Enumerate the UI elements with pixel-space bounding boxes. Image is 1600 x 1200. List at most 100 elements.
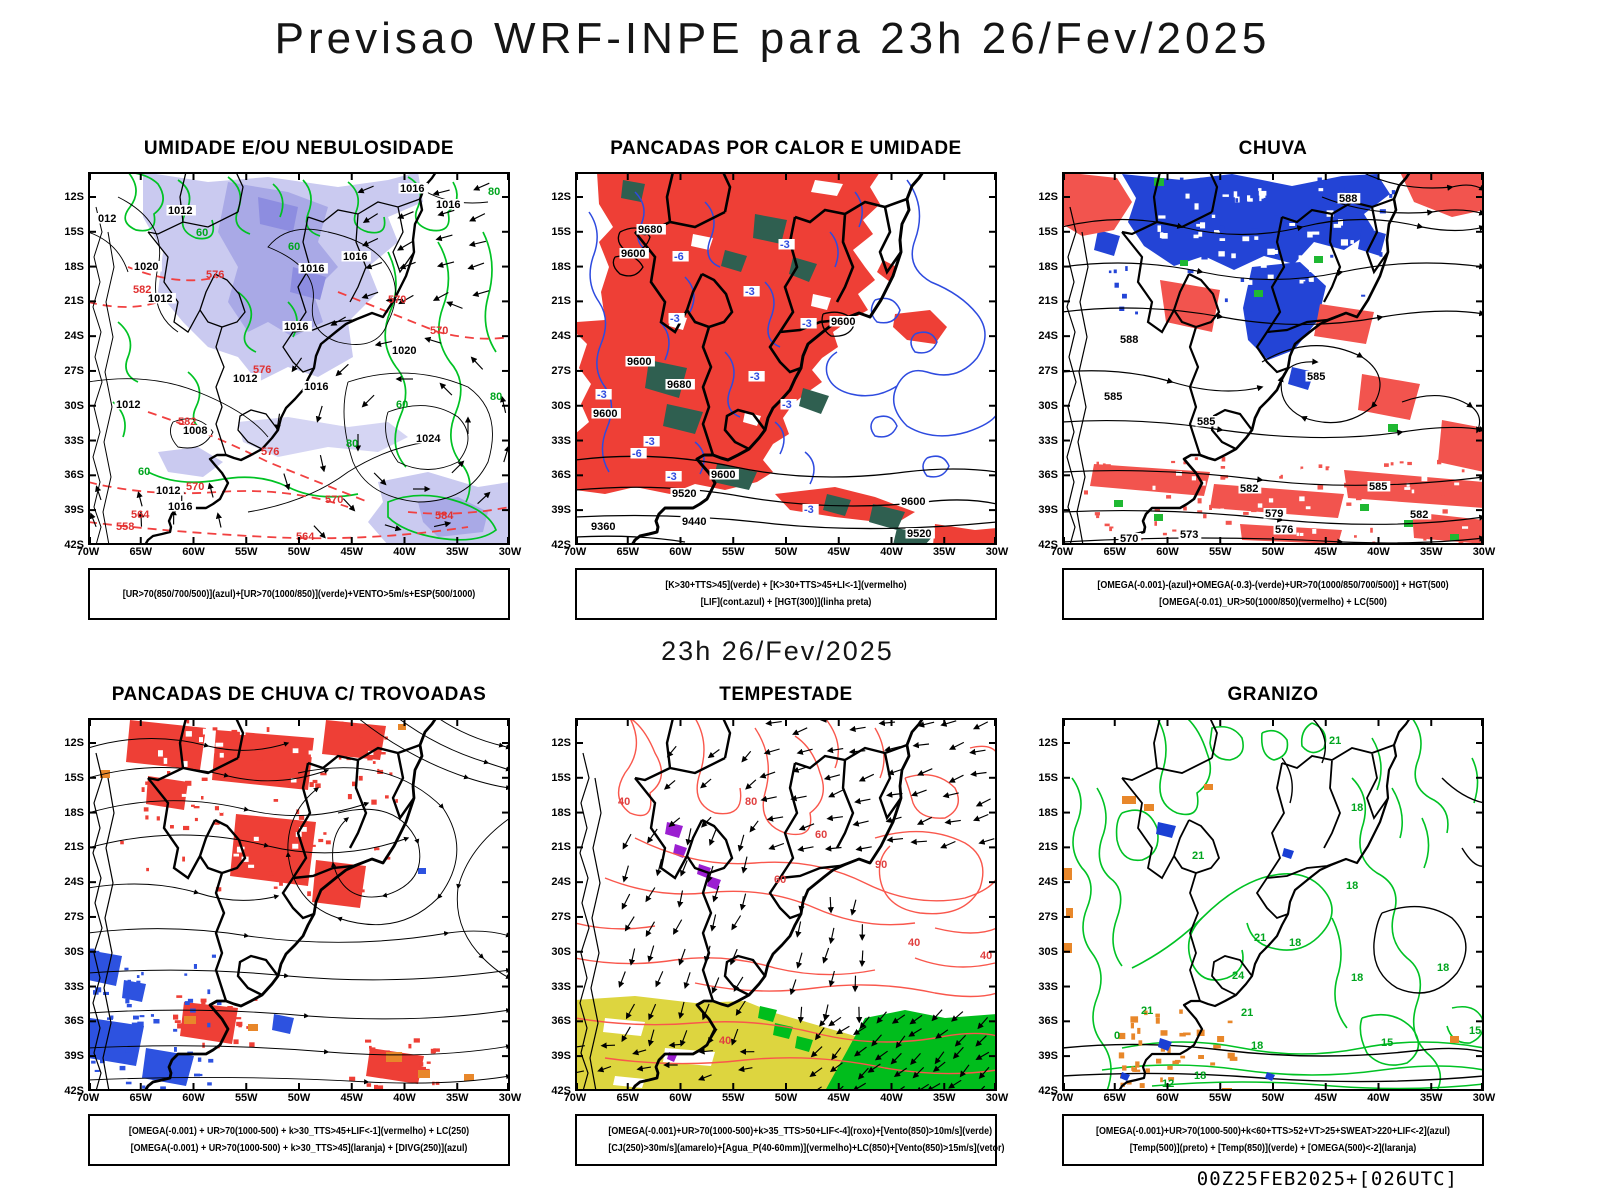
lon-tick-label: 60W xyxy=(182,546,205,558)
svg-text:24: 24 xyxy=(1232,970,1245,982)
svg-text:60: 60 xyxy=(774,874,786,886)
contour-labels: 1012 012 1020 1012 1016 1016 1016 1016 1016 1020 1… xyxy=(96,183,502,543)
lat-tick-label: 39S xyxy=(64,1050,84,1063)
caption-box: [OMEGA(-0.001)+UR>70(1000-500)+k<60+TTS>… xyxy=(1062,1114,1484,1166)
svg-text:60: 60 xyxy=(288,241,300,253)
svg-text:9440: 9440 xyxy=(682,516,706,528)
svg-text:573: 573 xyxy=(1180,529,1198,541)
lat-tick-label: 33S xyxy=(1038,980,1058,993)
svg-text:15: 15 xyxy=(1469,1025,1481,1037)
svg-text:-6: -6 xyxy=(632,448,642,460)
lon-tick-label: 30W xyxy=(985,1092,1009,1104)
lon-tick-label: 60W xyxy=(182,1092,205,1104)
lat-tick-label: 12S xyxy=(551,737,571,749)
svg-text:9360: 9360 xyxy=(591,521,615,533)
temp500-black-contours xyxy=(1062,718,1484,1083)
svg-text:18: 18 xyxy=(1437,962,1449,974)
svg-text:21: 21 xyxy=(1241,1007,1253,1019)
panel-title: CHUVA xyxy=(1238,138,1308,159)
lat-tick-label: 42S xyxy=(64,1084,84,1097)
lat-tick-label: 30S xyxy=(1038,945,1058,958)
svg-text:585: 585 xyxy=(1104,391,1122,403)
lat-tick-label: 24S xyxy=(1038,876,1058,889)
svg-text:18: 18 xyxy=(1346,880,1358,892)
caption-box: [OMEGA(-0.001)+UR>70(1000-500)+k>35_TTS>… xyxy=(575,1114,1004,1166)
caption-box: [K>30+TTS>45](verde) + [K>30+TTS>45+LI<-… xyxy=(575,568,997,620)
svg-text:9600: 9600 xyxy=(711,469,735,481)
streamlines xyxy=(1062,172,1484,545)
contour-labels: 211821182118241821211815181201518 xyxy=(1114,735,1481,1090)
svg-text:40: 40 xyxy=(719,1035,731,1047)
lon-axis: 70W 65W 60W 55W 50W 45W 40W 35W 30W xyxy=(1051,1091,1496,1107)
svg-text:576: 576 xyxy=(261,446,279,458)
svg-text:0: 0 xyxy=(1114,1030,1120,1042)
svg-text:576: 576 xyxy=(1275,524,1293,536)
lat-tick-label: 15S xyxy=(1038,225,1058,238)
lon-tick-label: 65W xyxy=(616,546,640,558)
lon-tick-label: 65W xyxy=(129,546,153,558)
svg-text:570: 570 xyxy=(1120,533,1138,545)
lat-tick-label: 21S xyxy=(64,295,84,308)
andes-lines xyxy=(92,206,115,545)
green-humidity-contours xyxy=(112,172,498,541)
lon-tick-label: 70W xyxy=(563,1092,587,1104)
lon-axis: 70W 65W 60W 55W 50W 45W 40W 35W 30W xyxy=(564,1091,1009,1107)
lon-tick-label: 50W xyxy=(774,1092,798,1104)
lat-tick-label: 30S xyxy=(551,945,571,958)
lon-tick-label: 45W xyxy=(340,546,364,558)
lon-tick-label: 50W xyxy=(1261,546,1285,558)
svg-text:60: 60 xyxy=(196,227,208,239)
lat-tick-label: 42S xyxy=(1038,538,1058,551)
lat-tick-label: 42S xyxy=(551,1084,571,1097)
svg-text:9520: 9520 xyxy=(907,528,931,540)
lat-tick-label: 18S xyxy=(1038,260,1058,273)
svg-text:90: 90 xyxy=(875,859,887,871)
panel-title: PANCADAS DE CHUVA C/ TROVOADAS xyxy=(111,684,487,705)
caption-line: [OMEGA(-0.001)-(azul)+OMEGA(-0.3)-(verde… xyxy=(1097,579,1449,591)
panel-pancadas-calor: PANCADAS POR CALOR E UMIDADE 12S 15S 18S 21… xyxy=(551,138,1009,620)
lat-tick-label: 33S xyxy=(551,434,571,447)
svg-text:558: 558 xyxy=(116,521,134,533)
panel-title: UMIDADE E/OU NEBULOSIDADE xyxy=(143,138,455,159)
lon-tick-label: 30W xyxy=(985,546,1009,558)
lat-tick-label: 36S xyxy=(1038,1015,1058,1028)
svg-text:1012: 1012 xyxy=(233,373,257,385)
lat-tick-label: 12S xyxy=(1038,737,1058,749)
svg-text:564: 564 xyxy=(131,509,150,521)
svg-text:18: 18 xyxy=(1351,802,1363,814)
lat-tick-label: 27S xyxy=(64,910,84,923)
svg-text:9600: 9600 xyxy=(621,248,645,260)
lat-tick-label: 39S xyxy=(64,504,84,517)
panel-trovoadas: PANCADAS DE CHUVA C/ TROVOADAS 12S 15S 18S… xyxy=(64,684,521,1166)
svg-text:570: 570 xyxy=(430,325,448,337)
svg-text:576: 576 xyxy=(206,269,224,281)
svg-text:15: 15 xyxy=(1381,1037,1393,1049)
caption-line: [OMEGA(-0.001)+UR>70(1000-500)+k>35_TTS>… xyxy=(608,1125,993,1137)
svg-text:012: 012 xyxy=(98,213,116,225)
caption-line: [OMEGA(-0.001) + UR>70(1000-500) + k>30_… xyxy=(130,1142,468,1154)
lat-tick-label: 42S xyxy=(64,538,84,551)
map-chuva: 588 588 585 585 585 582 585 579 582 576 573 570 xyxy=(1062,172,1484,545)
lat-tick-label: 27S xyxy=(551,364,571,377)
lat-tick-label: 33S xyxy=(551,980,571,993)
lat-tick-label: 15S xyxy=(1038,771,1058,784)
lat-tick-label: 36S xyxy=(64,469,84,482)
lon-tick-label: 70W xyxy=(76,1092,100,1104)
lon-tick-label: 35W xyxy=(932,546,956,558)
lon-tick-label: 55W xyxy=(721,1092,745,1104)
svg-text:588: 588 xyxy=(1339,193,1357,205)
svg-text:18: 18 xyxy=(1351,972,1363,984)
run-timestamp: 00Z25FEB2025+[026UTC] xyxy=(1196,1168,1458,1190)
lat-tick-label: 24S xyxy=(64,330,84,343)
lat-tick-label: 27S xyxy=(64,364,84,377)
lon-tick-label: 65W xyxy=(1103,1092,1127,1104)
lon-tick-label: 50W xyxy=(1261,1092,1285,1104)
lat-tick-label: 39S xyxy=(1038,504,1058,517)
svg-text:-3: -3 xyxy=(645,436,655,448)
lat-tick-label: 27S xyxy=(1038,364,1058,377)
svg-text:80: 80 xyxy=(346,438,358,450)
lat-tick-label: 21S xyxy=(64,841,84,854)
lon-axis: 70W 65W 60W 55W 50W 45W 40W 35W 30W xyxy=(564,545,1009,561)
svg-text:18: 18 xyxy=(1289,937,1301,949)
lon-tick-label: 45W xyxy=(1314,546,1338,558)
